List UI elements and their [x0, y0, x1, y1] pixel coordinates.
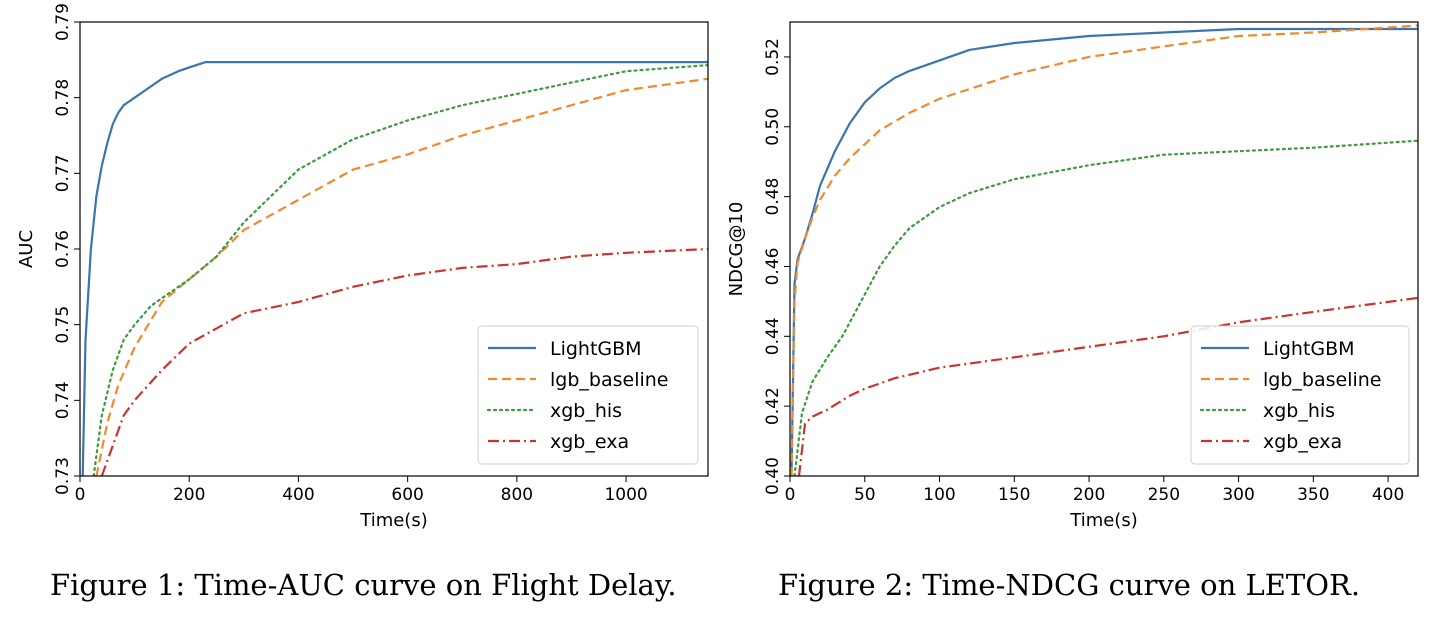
series-line-LightGBM [81, 60, 708, 476]
series-lines [81, 60, 708, 476]
y-tick-label: 0.79 [53, 3, 73, 41]
series-line-lgb_baseline [95, 77, 708, 476]
x-tick-label: 250 [1148, 485, 1180, 505]
x-tick-label: 0 [75, 485, 86, 505]
x-tick-label: 0 [785, 485, 796, 505]
series-line-xgb_his [92, 63, 708, 476]
y-tick-label: 0.74 [53, 381, 73, 419]
y-tick-label: 0.78 [53, 79, 73, 117]
series-line-xgb_exa [100, 247, 708, 476]
legend-label-xgb_exa: xgb_exa [1263, 431, 1342, 453]
y-axis-label: NDCG@10 [726, 202, 747, 297]
x-tick-label: 200 [1073, 485, 1105, 505]
series-line-xgb_exa [797, 296, 1418, 476]
x-tick-label: 300 [1222, 485, 1254, 505]
x-tick-label: 100 [923, 485, 955, 505]
series-lines [790, 24, 1418, 476]
x-tick-label: 150 [998, 485, 1030, 505]
y-tick-label: 0.46 [763, 248, 783, 286]
chart-time-auc: 0 200 400 600 800 1000 0.73 0.74 0.75 0.76 0.77 0.7… [16, 3, 709, 531]
x-tick-label: 50 [854, 485, 876, 505]
y-tick-label: 0.48 [763, 178, 783, 216]
y-tick-label: 0.73 [53, 457, 73, 495]
legend-label-xgb_his: xgb_his [1263, 400, 1335, 422]
x-tick-label: 1000 [604, 485, 647, 505]
x-axis-label: Time(s) [359, 510, 427, 531]
legend-box [477, 325, 699, 465]
y-tick-label: 0.75 [53, 306, 73, 344]
x-tick-label: 200 [173, 485, 205, 505]
series-line-xgb_his [793, 139, 1418, 476]
y-tick-label: 0.77 [53, 154, 73, 192]
plot-frame [789, 21, 1419, 477]
legend-label-LightGBM: LightGBM [550, 338, 642, 360]
x-axis-label: Time(s) [1069, 510, 1137, 531]
legend-label-LightGBM: LightGBM [1263, 338, 1355, 360]
x-tick-label: 600 [391, 485, 423, 505]
y-tick-label: 0.76 [53, 230, 73, 268]
figure-1-caption: Figure 1: Time-AUC curve on Flight Delay… [50, 568, 677, 602]
y-tick-label: 0.50 [763, 108, 783, 146]
chart-time-ndcg: 0 50 100 150 200 250 300 350 400 0.40 0.42 0.44 0.46… [726, 21, 1419, 531]
x-tick-label: 350 [1297, 485, 1329, 505]
y-tick-label: 0.44 [763, 317, 783, 355]
legend: LightGBM lgb_baseline xgb_his xgb_exa [477, 325, 699, 465]
legend-label-lgb_baseline: lgb_baseline [550, 369, 668, 391]
x-tick-label: 400 [282, 485, 314, 505]
x-tick-label: 400 [1372, 485, 1404, 505]
legend: LightGBM lgb_baseline xgb_his xgb_exa [1190, 325, 1410, 465]
legend-box [1190, 325, 1410, 465]
y-tick-label: 0.52 [763, 38, 783, 76]
figure-2-caption: Figure 2: Time-NDCG curve on LETOR. [778, 568, 1361, 602]
y-axis-label: AUC [16, 230, 37, 268]
y-tick-label: 0.40 [763, 457, 783, 495]
legend-label-xgb_his: xgb_his [550, 400, 622, 422]
y-tick-label: 0.42 [763, 387, 783, 425]
x-tick-label: 800 [501, 485, 533, 505]
legend-label-xgb_exa: xgb_exa [550, 431, 629, 453]
legend-label-lgb_baseline: lgb_baseline [1263, 369, 1381, 391]
